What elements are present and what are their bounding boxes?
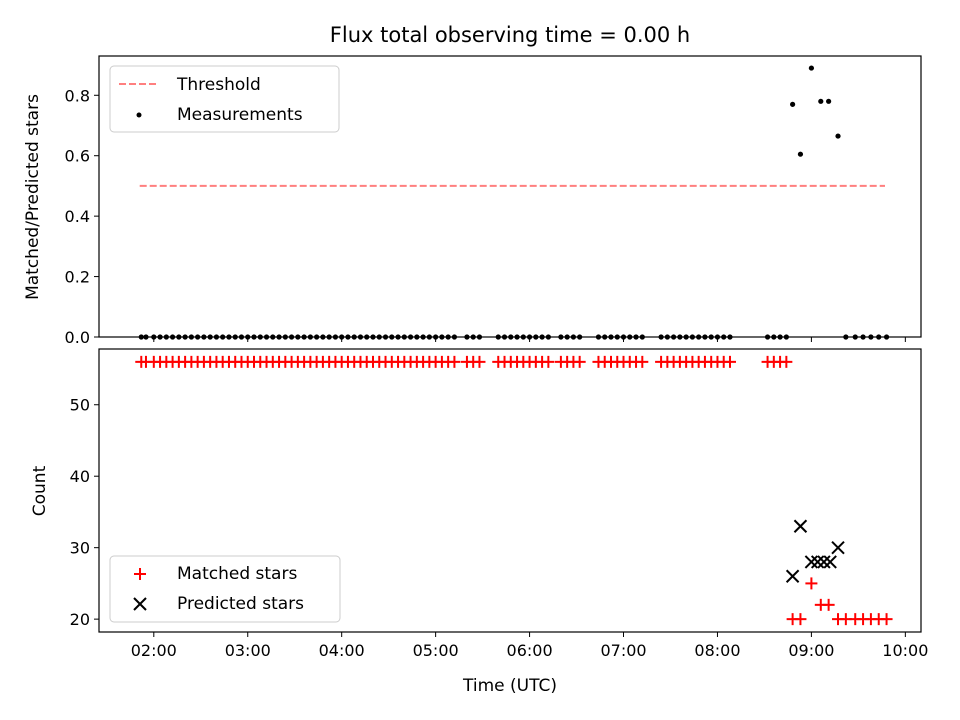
legend-matched-label: Matched stars [177,564,297,584]
y-tick-label: 50 [70,396,90,415]
matched-stars-point [542,355,555,368]
y-axis-label: Matched/Predicted stars [23,94,43,300]
y-tick-label: 0.4 [65,207,90,226]
measurement-point [797,151,804,157]
legend-box [109,65,340,133]
x-tick-label: 09:00 [788,641,834,660]
x-tick-label: 03:00 [225,641,271,660]
legend-matched-swatch [134,568,146,580]
matched-stars-point [805,577,818,590]
x-tick-label: 08:00 [694,641,740,660]
legend-threshold-label: Threshold [176,75,261,95]
matched-stars-point [448,355,461,368]
matched-stars-point [636,355,649,368]
x-tick-label: 04:00 [319,641,365,660]
predicted-stars-point [823,555,837,569]
matched-stars-point [822,598,835,611]
measurement-point [835,133,841,139]
x-tick-label: 06:00 [507,641,553,660]
top-panel: Flux total observing time = 0.00 h Match… [23,23,922,347]
measurement-point [808,65,815,71]
y-tick-label: 0.2 [65,268,90,287]
legend: Matched stars Predicted stars [109,555,341,623]
matched-stars-point [880,613,893,626]
plot-frame [98,55,922,338]
legend: Threshold Measurements [109,65,340,133]
legend-measurements-label: Measurements [177,105,303,125]
x-tick-label: 10:00 [882,641,928,660]
y-tick-label: 0.0 [65,328,90,347]
measurement-point [790,101,796,107]
bottom-panel: Count Time (UTC) 02:00 03:00 04:00 05:00 06:… [30,348,928,696]
legend-box [109,555,341,623]
chart-title: Flux total observing time = 0.00 h [330,23,690,47]
x-tick-label: 05:00 [413,641,459,660]
predicted-stars-point [817,555,831,569]
measurement-point [818,98,824,104]
x-tick-label: 02:00 [131,641,177,660]
y-axis-label: Count [30,465,50,516]
matched-stars-point [573,355,586,368]
predicted-stars-point [793,519,808,533]
legend-predicted-label: Predicted stars [177,594,304,614]
legend-measurements-swatch [136,112,142,118]
x-axis-label: Time (UTC) [462,676,557,696]
legend-predicted-swatch [133,597,147,611]
y-tick-label: 20 [70,610,90,629]
y-tick-label: 0.6 [65,147,90,166]
x-tick-label: 07:00 [600,641,646,660]
predicted-stars-point [831,540,845,555]
predicted-stars-point [785,569,800,583]
measurement-point [826,98,832,104]
predicted-stars-point [804,555,819,569]
matched-stars-point [473,355,486,368]
y-tick-label: 0.8 [65,86,90,105]
plot-frame [98,348,922,633]
predicted-stars-point [810,555,825,569]
matched-stars-point [723,355,736,368]
matched-stars-point [780,355,793,368]
matched-stars-point [794,613,807,626]
y-tick-label: 30 [70,539,90,558]
y-tick-label: 40 [70,467,90,486]
